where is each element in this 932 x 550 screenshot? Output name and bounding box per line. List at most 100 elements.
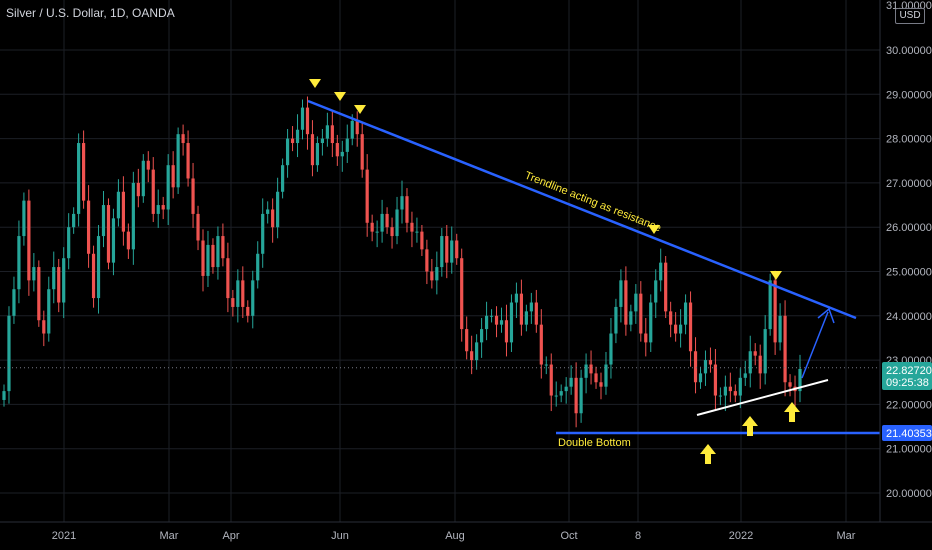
bottom-arrow-3	[784, 402, 800, 422]
price-tick-label: 26.00000	[886, 222, 932, 234]
candle-body	[101, 205, 106, 237]
candle-body	[584, 364, 588, 378]
candle-body	[131, 182, 135, 250]
price-tick-label: 27.00000	[886, 178, 932, 190]
candle-body	[196, 213, 200, 241]
candle-body	[295, 129, 300, 144]
candle-body	[718, 395, 722, 397]
candle-body	[440, 236, 444, 268]
candle-body	[758, 355, 762, 374]
candle-body	[504, 320, 509, 343]
candle-body	[539, 324, 543, 365]
candle-body	[743, 373, 747, 378]
top-marker-5	[770, 271, 782, 280]
projection-arrow[interactable]	[801, 311, 829, 379]
price-tick-label: 30.00000	[886, 45, 932, 57]
candle-body	[91, 253, 96, 299]
candle-body	[42, 320, 46, 334]
candle-body	[783, 315, 787, 383]
candle-body	[226, 258, 230, 299]
candle-body	[156, 205, 160, 214]
candle-body	[703, 360, 708, 374]
time-axis[interactable]: 2021 Mar Apr Jun Aug Oct 8 2022 Mar	[0, 521, 932, 542]
price-tick-label: 22.00000	[886, 399, 932, 411]
time-tick-label: 2021	[52, 530, 76, 542]
candle-body	[360, 134, 364, 170]
candle-body	[753, 351, 757, 356]
candle-body	[768, 280, 772, 330]
candle-body	[529, 302, 533, 312]
candle-body	[654, 280, 658, 303]
candle-body	[151, 169, 155, 214]
candle-body	[77, 143, 81, 214]
candle-body	[365, 169, 369, 223]
candle-body	[713, 364, 718, 396]
candle-body	[320, 138, 324, 144]
candle-body	[276, 191, 280, 228]
candle-body	[22, 200, 26, 237]
candlestick-series	[2, 96, 802, 428]
candle-body	[191, 178, 195, 214]
candle-body	[569, 377, 573, 387]
candle-body	[494, 315, 499, 325]
candle-body	[67, 227, 71, 259]
candle-body	[256, 253, 260, 281]
time-tick-label: Jun	[331, 530, 349, 542]
time-tick-label: Mar	[837, 530, 856, 542]
time-tick-label: Aug	[445, 530, 465, 542]
last-price-value: 22.82720	[886, 365, 932, 377]
candle-body	[514, 293, 519, 303]
candle-body	[241, 280, 245, 307]
candle-body	[211, 244, 215, 268]
currency-badge[interactable]: USD	[895, 8, 925, 24]
candle-body	[216, 236, 220, 268]
candle-body	[599, 382, 603, 387]
candle-body	[246, 306, 250, 316]
candle-body	[574, 377, 578, 414]
last-price-badge: 22.82720 09:25:38	[882, 362, 932, 390]
candle-body	[788, 382, 792, 387]
candle-body	[534, 302, 538, 325]
candle-body	[37, 267, 41, 321]
time-tick-label: Oct	[560, 530, 577, 542]
candle-body	[290, 138, 295, 144]
price-tick-label: 20.00000	[886, 488, 932, 500]
resistance-trendline[interactable]	[307, 99, 857, 320]
candle-body	[186, 143, 190, 179]
candle-body	[236, 280, 240, 307]
candle-body	[644, 333, 648, 343]
time-tick-label: Mar	[160, 530, 179, 542]
candle-body	[624, 280, 628, 325]
candle-body	[659, 262, 663, 281]
candle-body	[2, 391, 6, 400]
grid-lines	[0, 0, 880, 522]
candle-body	[445, 236, 449, 263]
candle-body	[693, 351, 698, 383]
price-axis[interactable]: 20.0000021.0000022.0000023.0000024.00000…	[879, 0, 932, 522]
candle-body	[251, 280, 255, 316]
candle-body	[594, 373, 598, 383]
candle-body	[723, 386, 727, 396]
candle-body	[763, 329, 767, 374]
candle-body	[355, 120, 359, 135]
time-tick-label: Apr	[222, 530, 239, 542]
candle-body	[266, 209, 270, 214]
candle-body	[221, 236, 225, 259]
candle-body	[111, 218, 116, 263]
candle-body	[519, 293, 523, 325]
candle-body	[708, 360, 713, 365]
candle-body	[62, 258, 66, 303]
candle-body	[136, 182, 140, 197]
rising-support-line[interactable]	[696, 379, 829, 416]
candle-body	[370, 222, 374, 232]
double-bottom-label: Double Bottom	[558, 437, 631, 449]
top-marker-4	[648, 225, 660, 234]
candle-body	[52, 267, 56, 290]
candle-body	[146, 160, 150, 170]
price-tick-label: 29.00000	[886, 89, 932, 101]
candle-body	[72, 213, 76, 228]
candle-body	[619, 280, 623, 307]
candle-body	[27, 200, 31, 281]
candle-body	[315, 143, 320, 166]
